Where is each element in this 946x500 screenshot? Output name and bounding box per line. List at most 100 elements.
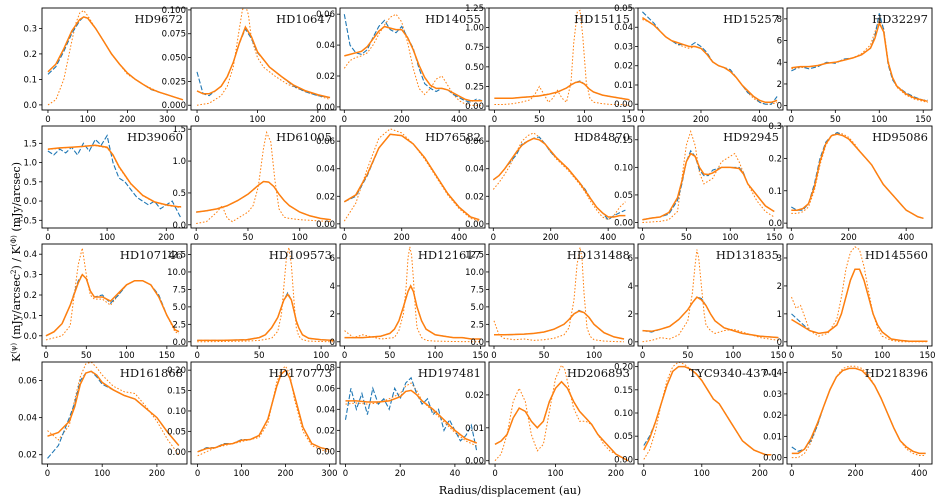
x-tick-label: 0	[343, 469, 348, 479]
panel-title: HD170773	[269, 366, 332, 380]
y-tick-label: 0.025	[162, 77, 186, 87]
y-tick-label: 0.10	[614, 409, 633, 419]
y-tick-label: 0.02	[763, 411, 782, 421]
y-tick-label: 5.0	[172, 303, 186, 313]
series-model	[492, 137, 626, 218]
y-tick-label: 0.06	[465, 137, 484, 147]
x-tick-label: 100	[427, 351, 443, 361]
panel-title: HD145560	[865, 248, 928, 262]
y-tick-label: 0.06	[18, 377, 37, 387]
axes-frame	[41, 7, 188, 111]
x-tick-label: 0	[640, 351, 645, 361]
series-model	[791, 133, 924, 220]
x-tick-label: 200	[394, 115, 410, 125]
y-tick-label: 0.0	[23, 197, 37, 207]
series-model	[642, 296, 779, 339]
x-tick-label: 150	[766, 233, 782, 243]
x-tick-label: 50	[831, 351, 842, 361]
panel-hd32297: 0 50 100 150 0 2 4 6 8 HD32297	[777, 7, 933, 125]
y-tick-label: 0.02	[316, 72, 335, 82]
series-intrinsic	[196, 130, 331, 224]
series-model	[344, 25, 483, 102]
x-tick-label: 0	[492, 115, 497, 125]
x-tick-label: 0	[491, 233, 496, 243]
x-tick-label: 0	[789, 469, 794, 479]
y-tick-label: 1.5	[23, 139, 37, 149]
series-intrinsic	[196, 8, 331, 106]
x-tick-label: 50	[81, 351, 92, 361]
y-tick-label: 6	[777, 37, 782, 47]
axes-frame	[786, 243, 933, 347]
x-tick-label: 0	[492, 469, 497, 479]
x-tick-label: 50	[539, 351, 550, 361]
y-tick-label: 10.0	[465, 268, 484, 278]
x-tick-label: 100	[725, 351, 741, 361]
panel-title: HD9672	[134, 12, 183, 26]
y-tick-label: 0.01	[763, 432, 782, 442]
series-model	[791, 367, 926, 455]
panel-title: HD92945	[723, 130, 779, 144]
series-model	[47, 370, 180, 446]
x-tick-label: 100	[871, 115, 887, 125]
series-observed	[197, 291, 334, 341]
y-tick-label: 0.00	[465, 220, 484, 230]
y-tick-label: 0.2	[23, 50, 37, 60]
series-observed	[344, 284, 481, 340]
axes-frame	[488, 361, 635, 465]
x-tick-label: 100	[80, 115, 96, 125]
y-tick-label: 2	[330, 310, 335, 320]
panel-title: HD76582	[425, 130, 481, 144]
x-tick-label: 100	[586, 351, 602, 361]
y-tick-label: 1.00	[465, 24, 484, 34]
panel-hd109573: 0 50 100 0.0 2.5 5.0 7.5 10.0 12.5 HD109573	[167, 243, 337, 361]
y-tick-label: 0.02	[316, 192, 335, 202]
y-tick-label: 0.00	[614, 455, 633, 465]
x-tick-label: 200	[847, 469, 863, 479]
y-tick-label: 0.00	[316, 103, 335, 113]
y-tick-label: 10.0	[167, 268, 186, 278]
x-tick-label: 0	[640, 233, 645, 243]
series-observed	[344, 376, 478, 452]
x-tick-label: 400	[451, 115, 467, 125]
x-tick-label: 100	[722, 233, 738, 243]
y-tick-label: 1.5	[172, 125, 186, 135]
y-tick-label: 4	[628, 282, 633, 292]
axes-frame	[339, 361, 486, 465]
y-axis-label: K(ψ) (mJy/arcsec2) / K(Φ) (mJy/arcsec)	[10, 162, 23, 362]
series-intrinsic	[791, 131, 924, 219]
x-tick-label: 100	[94, 469, 110, 479]
x-tick-label: 200	[119, 115, 135, 125]
axes-frame	[786, 7, 933, 111]
x-tick-label: 100	[313, 351, 329, 361]
panel-hd170773: 0 100 200 300 0.00 0.05 0.10 0.15 0.20 HD170773	[167, 361, 338, 479]
axes-frame	[41, 361, 188, 465]
x-tick-label: 50	[681, 233, 692, 243]
y-tick-label: 0.02	[614, 62, 633, 72]
y-tick-label: 1.0	[172, 157, 186, 167]
x-tick-label: 50	[534, 115, 545, 125]
x-tick-label: 400	[451, 233, 467, 243]
x-tick-label: 100	[576, 115, 592, 125]
y-tick-label: 0.00	[167, 448, 186, 458]
series-model	[197, 369, 330, 453]
y-tick-label: 0.04	[316, 41, 335, 51]
panel-hd92945: 0 50 100 150 0.00 0.05 0.10 0.15 HD92945	[614, 125, 784, 243]
series-observed	[791, 13, 928, 101]
panel-hd14055: 0 200 400 0.00 0.02 0.04 0.06 HD14055	[316, 7, 486, 125]
y-tick-label: 0.05	[614, 432, 633, 442]
y-tick-label: 0.01	[465, 424, 484, 434]
y-tick-label: 0	[330, 338, 335, 348]
x-tick-label: 200	[277, 469, 293, 479]
panel-title: HD121617	[418, 248, 481, 262]
y-tick-label: 2	[628, 310, 633, 320]
x-tick-label: 200	[149, 469, 165, 479]
y-tick-label: 0.00	[465, 457, 484, 467]
x-tick-label: 200	[158, 233, 174, 243]
x-tick-label: 0	[342, 115, 347, 125]
panel-hd145560: 0 50 100 150 0 1 2 3 HD145560	[777, 243, 936, 361]
x-tick-label: 0	[789, 233, 794, 243]
y-tick-label: 0.000	[162, 101, 186, 111]
y-tick-label: 0.0	[172, 221, 186, 231]
